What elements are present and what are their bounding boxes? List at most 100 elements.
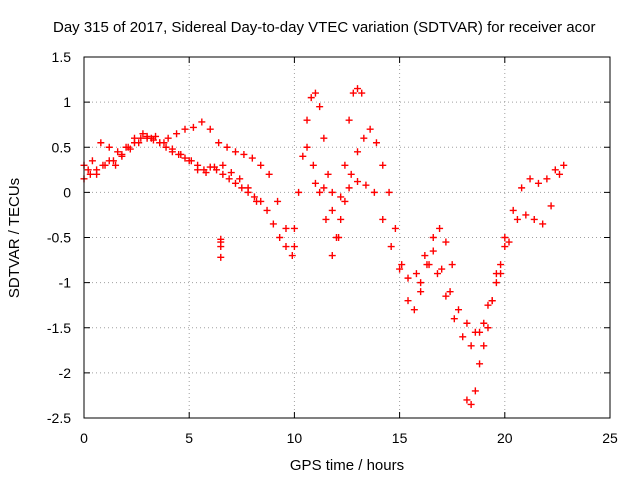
data-point <box>459 333 467 341</box>
satellite-arc-3 <box>84 132 261 205</box>
data-point <box>492 279 500 287</box>
data-point <box>88 157 96 165</box>
data-point <box>290 243 298 251</box>
data-point <box>135 139 143 147</box>
data-point <box>322 215 330 223</box>
data-point <box>345 116 353 124</box>
data-point <box>513 215 521 223</box>
data-point <box>219 161 227 169</box>
plot-frame <box>83 56 611 419</box>
y-tick-label: 1 <box>63 94 71 110</box>
data-point <box>497 270 505 278</box>
x-tick-label: 5 <box>185 430 193 446</box>
data-point <box>217 243 225 251</box>
data-point <box>122 143 130 151</box>
data-points <box>80 85 568 408</box>
data-point <box>86 170 94 178</box>
data-point <box>307 94 315 102</box>
data-point <box>436 224 444 232</box>
data-point <box>311 179 319 187</box>
data-point <box>248 154 256 162</box>
data-point <box>404 274 412 282</box>
data-point <box>379 215 387 223</box>
data-point <box>295 188 303 196</box>
data-point <box>448 261 456 269</box>
satellite-arc-9 <box>463 243 509 408</box>
data-point <box>501 234 509 241</box>
y-tick-label: -0.5 <box>47 230 71 246</box>
satellite-arc-2 <box>80 118 298 251</box>
data-point <box>433 270 441 278</box>
data-point <box>505 238 513 246</box>
data-point <box>299 152 307 160</box>
data-point <box>398 261 406 269</box>
data-point <box>137 134 145 142</box>
data-point <box>303 116 311 124</box>
data-point <box>328 206 336 214</box>
data-point <box>274 197 282 205</box>
data-point <box>177 150 185 158</box>
data-point <box>497 261 505 269</box>
axis-ticks <box>83 56 611 419</box>
data-point <box>467 342 475 350</box>
data-point <box>250 193 258 201</box>
data-point <box>328 188 336 196</box>
data-point <box>324 170 332 178</box>
data-point <box>404 297 412 305</box>
data-point <box>152 132 160 140</box>
data-point <box>282 243 290 251</box>
data-point <box>530 215 538 223</box>
data-point <box>543 175 551 183</box>
data-point <box>476 360 484 368</box>
data-point <box>345 184 353 192</box>
data-point <box>168 145 176 153</box>
data-point <box>139 130 147 138</box>
data-point <box>547 202 555 210</box>
data-point <box>385 188 393 196</box>
data-point <box>341 197 349 205</box>
y-tick-label: -2.5 <box>47 410 71 426</box>
data-point <box>335 234 343 241</box>
data-point <box>417 279 425 287</box>
y-axis-title: SDTVAR / TECUs <box>6 178 23 298</box>
data-point <box>282 224 290 232</box>
data-point <box>354 85 362 93</box>
data-point <box>347 170 355 178</box>
data-point <box>480 342 488 350</box>
data-point <box>417 288 425 296</box>
data-point <box>105 143 113 151</box>
data-point <box>488 297 496 305</box>
data-point <box>288 252 296 260</box>
y-tick-label: -1.5 <box>47 320 71 336</box>
data-point <box>181 154 189 162</box>
x-tick-label: 0 <box>80 430 88 446</box>
y-tick-label: 0.5 <box>52 139 72 155</box>
data-point <box>198 118 206 126</box>
data-point <box>206 125 214 133</box>
data-point <box>442 238 450 246</box>
data-point <box>162 143 170 151</box>
data-point <box>112 161 120 169</box>
data-point <box>442 292 450 300</box>
data-point <box>366 125 374 133</box>
data-point <box>225 175 233 183</box>
data-point <box>109 157 117 165</box>
data-point <box>450 315 458 323</box>
data-point <box>257 161 265 169</box>
data-point <box>173 130 181 138</box>
data-point <box>379 161 387 169</box>
data-point <box>372 139 380 147</box>
data-point <box>194 166 202 174</box>
data-point <box>231 148 239 156</box>
data-point <box>143 134 151 142</box>
data-point <box>341 161 349 169</box>
y-tick-label: -1 <box>59 275 72 291</box>
data-point <box>463 319 471 327</box>
satellite-arc-7 <box>311 170 564 336</box>
data-point <box>240 150 248 158</box>
x-tick-labels: 0 5 10 15 20 25 <box>80 430 618 446</box>
data-point <box>463 396 471 404</box>
data-point <box>311 89 319 97</box>
data-point <box>316 188 324 196</box>
